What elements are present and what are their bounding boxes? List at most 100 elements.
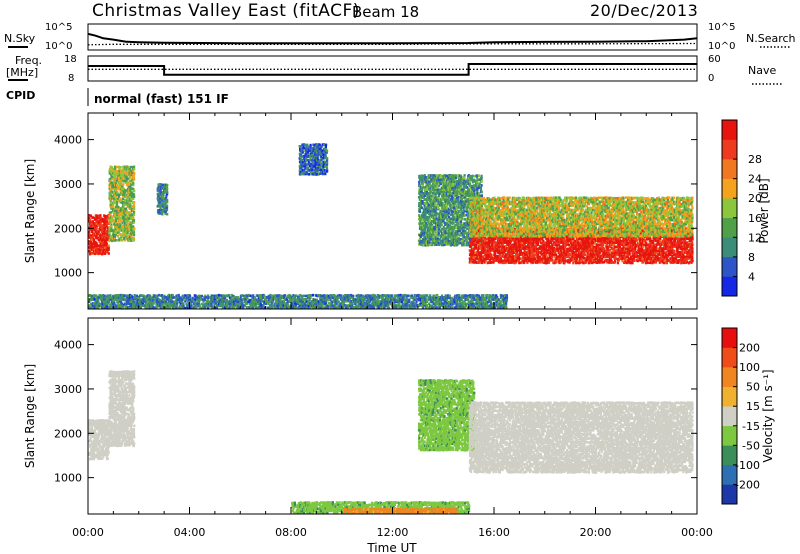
power-cell [324,170,327,173]
cpid-label: CPID [6,89,35,102]
power-cell [441,206,444,209]
power-cell [122,215,125,218]
power-cell [316,155,319,158]
power-cell [127,173,130,177]
power-cell [324,149,327,152]
power-cell [313,162,316,166]
power-cell [452,200,455,204]
power-cell [318,167,321,170]
power-cell [301,147,304,150]
power-cell [315,149,318,152]
power-cell [116,216,119,220]
power-cell [108,225,111,229]
power-cell [126,193,129,197]
power-cell [121,199,124,202]
power-cell [116,177,119,181]
power-cell [437,225,441,229]
power-cell [304,153,307,156]
power-cell [116,197,120,201]
power-cell [129,233,132,236]
power-cell [325,164,328,168]
power-cell [95,252,98,255]
power-cell [307,149,310,152]
power-cell [165,196,168,200]
power-cell [166,187,169,190]
power-cell [324,155,327,158]
power-cell [98,236,101,240]
power-cell [130,165,133,169]
power-cell [114,165,117,169]
power-cell [129,171,132,175]
power-cell [447,194,450,197]
power-cell [112,205,115,209]
power-cell [418,237,421,241]
power-cell [124,226,127,230]
freq-label: Freq. [15,54,42,67]
power-cell [468,182,472,185]
power-cell [94,240,97,244]
power-cell [124,213,127,217]
power-cell [92,238,96,241]
power-cell [418,216,422,219]
power-cell [123,207,126,211]
power-cell [430,184,433,188]
power-cell [426,190,429,193]
power-cell [432,233,435,236]
power-cell [107,236,110,240]
power-cell [130,237,133,241]
power-cell [432,201,435,205]
power-cell [304,143,307,147]
power-cell [133,201,136,204]
power-cell [440,180,443,184]
power-cell [119,189,122,193]
power-cell [117,211,120,214]
power-cell [318,145,322,148]
power-cell [132,239,136,242]
power-cell [125,197,128,200]
power-cell [423,212,426,215]
power-cell [432,235,435,239]
power-cell [102,234,106,237]
power-cell [459,220,463,223]
power-cell [110,222,113,226]
power-cell [303,155,306,158]
power-cell [123,175,126,179]
power-cell [107,252,110,255]
power-cell [299,147,302,151]
power-cell [126,181,130,185]
date-label: 20/Dec/2013 [590,1,698,20]
power-cell [313,147,316,150]
power-cell [127,235,130,238]
power-cell [122,183,125,186]
power-cell [314,170,317,174]
power-cell [101,240,104,244]
power-cell [434,219,437,223]
power-cell [130,215,133,219]
power-cell [108,197,111,200]
power-cell [326,149,329,153]
power-cell [586,249,589,253]
power-cell [116,207,119,211]
power-cell [130,223,133,227]
power-cell [446,203,449,207]
power-cell [427,192,430,195]
power-cell [447,214,450,217]
power-cell [305,157,308,160]
power-cell [110,227,113,230]
power-cell [315,161,318,164]
power-cell [122,228,126,232]
power-cell [118,177,121,181]
power-cell [418,204,421,208]
power-cell [423,222,426,225]
power-cell [431,191,435,195]
power-cell [624,247,628,250]
power-cell [117,238,120,242]
power-cell [103,220,106,223]
power-cell [420,232,423,235]
power-cell [100,236,103,240]
power-cell [114,223,117,227]
power-cell [426,210,430,213]
power-cell [322,168,325,171]
power-cell [124,229,127,233]
power-cell [434,243,437,246]
